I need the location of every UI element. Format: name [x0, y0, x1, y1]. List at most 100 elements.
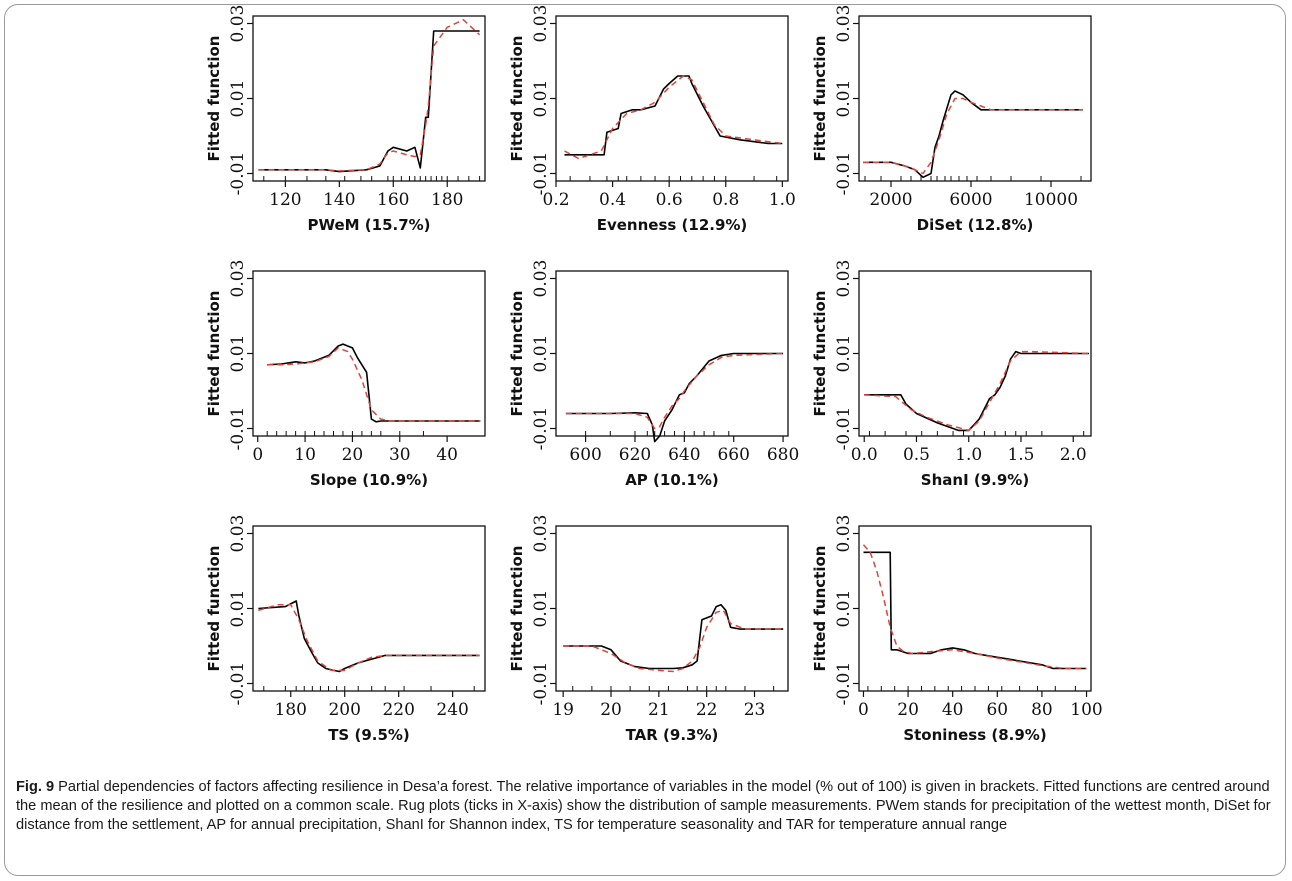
y-axis-title: Fitted function [508, 36, 526, 162]
y-tick-label: -0.01 [834, 152, 854, 196]
y-tick-label: -0.01 [228, 662, 248, 706]
smoothed-function-line [862, 544, 1087, 670]
x-tick-label: 180 [431, 190, 463, 210]
x-tick-label: 0 [858, 700, 869, 720]
fitted-function-line [864, 350, 1089, 432]
x-tick-label: 2000 [869, 190, 912, 210]
x-tick-label: 80 [1031, 700, 1053, 720]
y-tick-label: 0.01 [531, 80, 551, 118]
smoothed-function-line [864, 350, 1089, 432]
x-tick-label: 600 [569, 445, 601, 465]
x-tick-label: 20 [600, 700, 622, 720]
x-tick-label: 640 [668, 445, 700, 465]
x-tick-label: 620 [619, 445, 651, 465]
y-tick-label: 0.01 [228, 335, 248, 373]
smoothed-function-line [258, 19, 481, 172]
x-tick-label: 220 [382, 700, 414, 720]
smoothed-function-line [267, 347, 481, 422]
x-tick-label: 20 [897, 700, 919, 720]
x-tick-label: 1.0 [955, 445, 982, 465]
panel-1: -0.01 0.01 0.03 Fitted function 120 140 160 180… [205, 5, 486, 234]
x-axis-title: TS (9.5%) [328, 726, 410, 744]
x-tick-label: 0.4 [599, 190, 626, 210]
x-tick-label: 160 [377, 190, 409, 210]
panel-4: -0.01 0.01 0.03 Fitted function 0 10 20 30 40 Slo… [205, 260, 486, 489]
x-tick-label: 240 [436, 700, 468, 720]
smoothed-function-line [565, 352, 784, 430]
x-axis-title: PWeM (15.7%) [307, 216, 430, 234]
plot-box [858, 525, 1092, 692]
y-tick-label: 0.03 [228, 260, 248, 298]
y-tick-label: 0.01 [834, 590, 854, 628]
x-tick-label: 0.6 [656, 190, 683, 210]
x-tick-label: 0.5 [903, 445, 930, 465]
plot-box [252, 525, 486, 692]
y-axis-title: Fitted function [205, 546, 223, 672]
figure-frame [4, 4, 1286, 876]
y-axis-title: Fitted function [205, 291, 223, 417]
x-tick-label: 6000 [949, 190, 992, 210]
panel-6: -0.01 0.01 0.03 Fitted function 0.0 0.5 1.0 1.5… [811, 260, 1092, 489]
fitted-function-line [267, 343, 481, 423]
x-tick-label: 10000 [1024, 190, 1078, 210]
x-tick-label: 40 [436, 445, 458, 465]
x-axis-title: ShanI (9.9%) [921, 471, 1029, 489]
y-tick-label: 0.03 [834, 515, 854, 553]
panel-7: -0.01 0.01 0.03 Fitted function 180 200 220 240… [205, 515, 486, 744]
y-axis-title: Fitted function [811, 291, 829, 417]
x-tick-label: 23 [744, 700, 766, 720]
y-tick-label: 0.01 [834, 335, 854, 373]
y-tick-label: -0.01 [834, 407, 854, 451]
smoothed-function-line [863, 97, 1083, 175]
y-tick-label: -0.01 [531, 407, 551, 451]
plot-box [858, 15, 1092, 182]
y-tick-label: -0.01 [834, 662, 854, 706]
x-tick-label: 2.0 [1060, 445, 1087, 465]
y-tick-label: 0.03 [531, 5, 551, 43]
smoothed-function-line [564, 75, 783, 160]
x-tick-label: 0 [252, 445, 263, 465]
x-tick-label: 120 [269, 190, 301, 210]
y-tick-label: 0.01 [531, 335, 551, 373]
x-tick-label: 0.8 [712, 190, 739, 210]
caption-label: Fig. 9 [16, 779, 55, 795]
y-tick-label: 0.01 [228, 590, 248, 628]
smoothed-function-line [258, 604, 480, 672]
panel-5: -0.01 0.01 0.03 Fitted function 600 620 640 660… [508, 260, 799, 489]
x-tick-label: 180 [275, 700, 307, 720]
x-tick-label: 140 [323, 190, 355, 210]
y-axis-title: Fitted function [811, 36, 829, 162]
x-axis-title: Slope (10.9%) [310, 471, 428, 489]
y-tick-label: 0.01 [531, 590, 551, 628]
x-tick-label: 0.2 [542, 190, 569, 210]
fitted-function-line [565, 352, 784, 443]
figure-caption: Fig. 9 Partial dependencies of factors a… [16, 778, 1278, 836]
panel-9: -0.01 0.01 0.03 Fitted function 0 20 40 60 80 100… [811, 515, 1103, 744]
x-axis-title: DiSet (12.8%) [917, 216, 1034, 234]
y-axis-title: Fitted function [508, 546, 526, 672]
x-axis-title: Evenness (12.9%) [597, 216, 748, 234]
y-tick-label: -0.01 [228, 152, 248, 196]
fitted-function-line [258, 600, 480, 673]
plot-box [555, 525, 789, 692]
smoothed-function-line [563, 609, 784, 673]
plot-box [555, 15, 789, 182]
x-tick-label: 22 [696, 700, 718, 720]
y-axis-title: Fitted function [205, 36, 223, 162]
fitted-function-line [258, 30, 480, 173]
x-tick-label: 10 [294, 445, 316, 465]
x-axis-title: AP (10.1%) [625, 471, 719, 489]
x-tick-label: 60 [986, 700, 1008, 720]
y-axis-title: Fitted function [811, 546, 829, 672]
x-tick-label: 1.5 [1007, 445, 1034, 465]
x-tick-label: 20 [342, 445, 364, 465]
fitted-function-line [563, 603, 784, 670]
y-tick-label: 0.03 [531, 260, 551, 298]
x-tick-label: 40 [942, 700, 964, 720]
x-axis-title: TAR (9.3%) [626, 726, 719, 744]
panel-8: -0.01 0.01 0.03 Fitted function 19 20 21 22 23 TA… [508, 515, 789, 744]
y-tick-label: 0.03 [834, 260, 854, 298]
panel-3: -0.01 0.01 0.03 Fitted function 2000 6000 1000… [811, 5, 1092, 234]
